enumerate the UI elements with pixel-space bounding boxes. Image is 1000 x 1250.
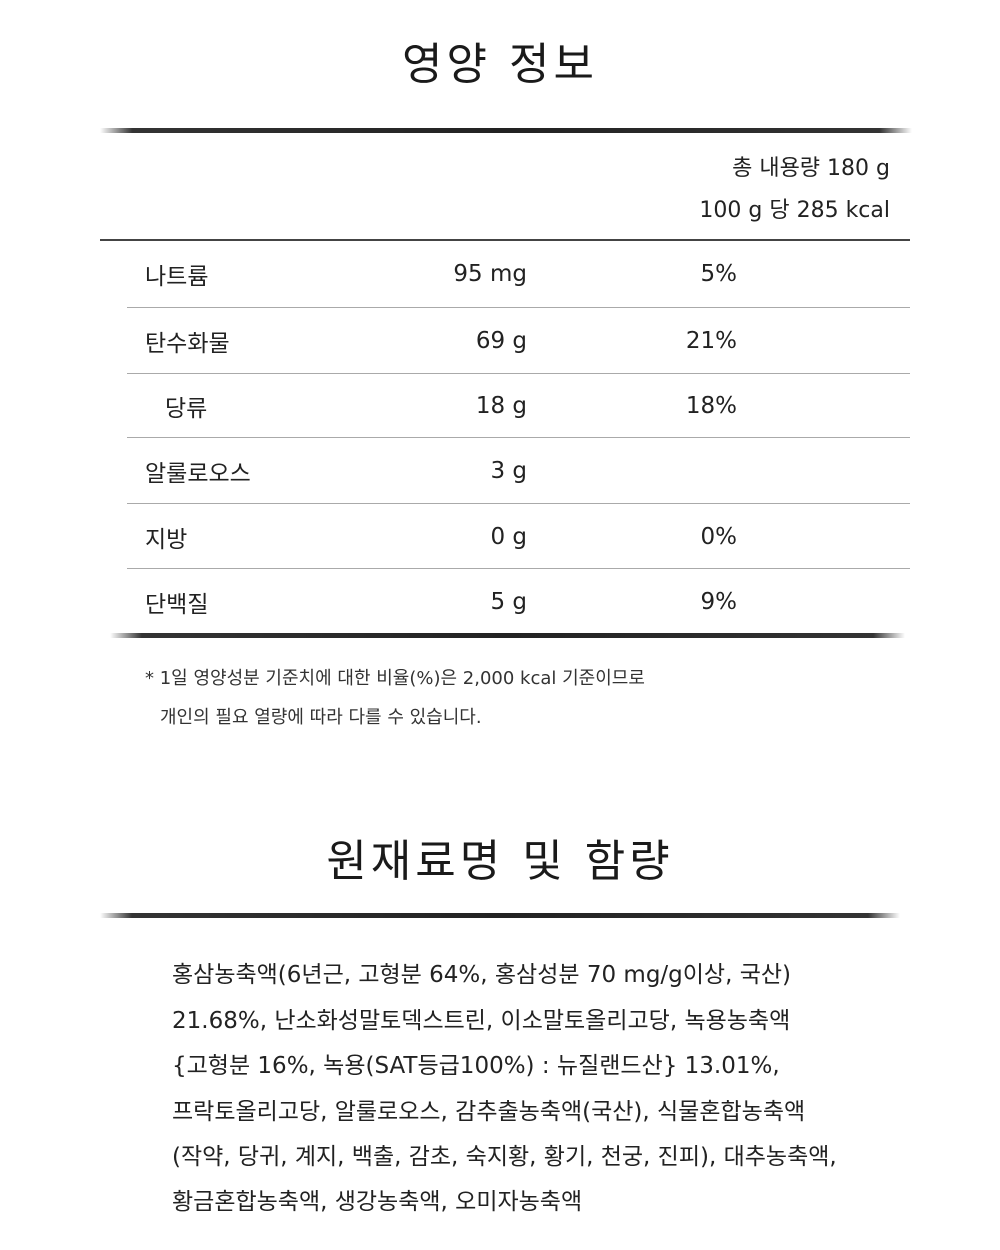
brush-divider — [100, 128, 912, 133]
nutrient-name: 단백질 — [145, 591, 209, 618]
nutrient-percent: 18% — [685, 392, 737, 419]
ingredient-line: 프락토올리고당, 알룰로오스, 감추출농축액(국산), 식물혼합농축액 — [172, 1099, 806, 1125]
nutrient-percent: 21% — [685, 327, 737, 354]
nutrient-percent: 0% — [700, 523, 738, 550]
per-serving-calories: 100 g 당 285 kcal — [699, 198, 890, 223]
table-row: 단백질 5 g 9% — [127, 569, 910, 634]
ingredient-line: (작약, 당귀, 계지, 백출, 감초, 숙지황, 황기, 천궁, 진피), 대… — [172, 1144, 837, 1170]
header-divider — [100, 239, 910, 241]
nutrient-name: 알룰로오스 — [145, 460, 251, 487]
table-row: 나트륨 95 mg 5% — [127, 241, 910, 306]
nutrient-percent: 5% — [700, 260, 738, 287]
ingredient-line: 황금혼합농축액, 생강농축액, 오미자농축액 — [172, 1189, 583, 1215]
row-divider — [127, 437, 910, 438]
brush-divider — [110, 633, 905, 638]
ingredient-line: 홍삼농축액(6년근, 고형분 64%, 홍삼성분 70 mg/g이상, 국산) — [172, 962, 791, 988]
nutrient-amount: 3 g — [490, 457, 527, 484]
ingredient-line: {고형분 16%, 녹용(SAT등급100%) : 뉴질랜드산} 13.01%, — [172, 1053, 780, 1079]
table-row: 알룰로오스 3 g — [127, 438, 910, 503]
total-content: 총 내용량 180 g — [732, 156, 890, 181]
nutrient-percent: 9% — [700, 588, 738, 615]
footnote-line: 개인의 필요 열량에 따라 다를 수 있습니다. — [160, 707, 482, 728]
nutrition-title: 영양 정보 — [402, 39, 598, 90]
brush-divider — [100, 913, 900, 918]
table-row: 당류 18 g 18% — [127, 374, 910, 437]
nutrient-name: 지방 — [145, 526, 188, 553]
row-divider — [127, 307, 910, 308]
nutrient-name: 나트륨 — [145, 263, 209, 290]
nutrient-amount: 69 g — [475, 327, 527, 354]
footnote-line: * 1일 영양성분 기준치에 대한 비율(%)은 2,000 kcal 기준이므… — [145, 668, 645, 689]
nutrient-name: 탄수화물 — [145, 330, 230, 357]
table-row: 탄수화물 69 g 21% — [127, 308, 910, 373]
nutrient-amount: 0 g — [490, 523, 527, 550]
nutrient-amount: 95 mg — [453, 260, 527, 287]
row-divider — [127, 503, 910, 504]
nutrient-amount: 5 g — [490, 588, 527, 615]
row-divider — [127, 373, 910, 374]
ingredients-title: 원재료명 및 함량 — [326, 836, 674, 887]
nutrient-amount: 18 g — [475, 392, 527, 419]
ingredient-line: 21.68%, 난소화성말토덱스트린, 이소말토올리고당, 녹용농축액 — [172, 1008, 791, 1034]
table-row: 지방 0 g 0% — [127, 504, 910, 569]
row-divider — [127, 568, 910, 569]
nutrient-name: 당류 — [165, 395, 208, 422]
